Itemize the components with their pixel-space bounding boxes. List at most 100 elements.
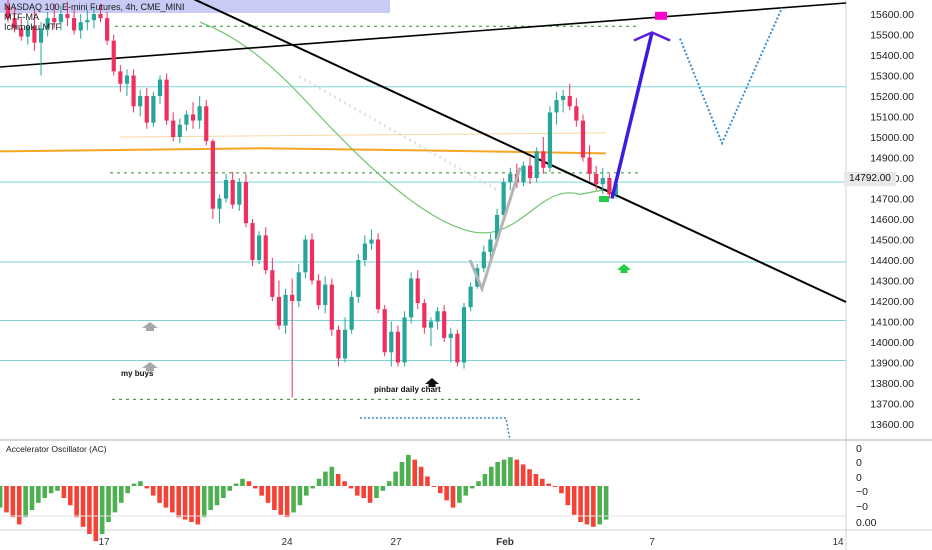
- oscillator-bar: [431, 486, 437, 487]
- oscillator-bar: [469, 486, 475, 489]
- oscillator-tick-label: −0: [856, 501, 868, 513]
- oscillator-bar: [48, 486, 54, 494]
- oscillator-bar: [540, 478, 545, 486]
- candle-body: [316, 280, 321, 306]
- price-axis: 13600.00 13700.00 13800.00 13900.00 14000.00…: [870, 9, 914, 431]
- candle-body: [435, 311, 440, 322]
- oscillator-bar: [119, 486, 124, 503]
- price-tick-label: 14600.00: [870, 214, 914, 226]
- candle-body: [356, 260, 361, 297]
- oscillator-bar: [272, 486, 277, 510]
- candle-body: [171, 120, 176, 137]
- oscillator-bar: [278, 486, 284, 515]
- candle-body: [12, 18, 17, 29]
- candle-body: [375, 239, 381, 310]
- oscillator-bar: [150, 486, 156, 496]
- candle-body: [131, 75, 136, 107]
- oscillator-bar: [246, 481, 252, 486]
- oscillator-bar: [571, 486, 577, 515]
- candle-body: [494, 214, 500, 240]
- oscillator-bar: [508, 457, 513, 486]
- oscillator-title[interactable]: Accelerator Oscillator (AC): [6, 444, 107, 454]
- candle-body: [184, 114, 189, 125]
- oscillator-bar: [450, 486, 456, 508]
- price-tick-label: 15400.00: [870, 50, 914, 62]
- oscillator-bar: [342, 481, 347, 486]
- candle-body: [230, 180, 235, 205]
- candle-body: [336, 329, 341, 359]
- oscillator-bar: [201, 486, 207, 518]
- oscillator-bar: [36, 486, 41, 503]
- oscillator-bar: [233, 483, 239, 486]
- dotted-blue-segment: [360, 417, 511, 441]
- oscillator-bar: [329, 466, 335, 486]
- legend-highlight: [0, 0, 390, 13]
- candle-body: [547, 112, 553, 168]
- candle-body: [607, 178, 612, 195]
- candle-body: [488, 239, 493, 252]
- oscillator-bar: [176, 486, 182, 518]
- oscillator-bar: [87, 486, 92, 534]
- legend-indicator-mtf-ma[interactable]: MTF-MA: [4, 12, 39, 22]
- candle-body: [409, 278, 414, 318]
- oscillator-bar: [559, 486, 564, 494]
- candle-body: [243, 182, 249, 224]
- candle-body: [415, 278, 420, 304]
- candle-body: [5, 5, 11, 19]
- legend-symbol[interactable]: NASDAQ 100 E-mini Futures, 4h, CME_MINI: [4, 2, 185, 12]
- oscillator-bar: [393, 471, 398, 486]
- oscillator-bar: [4, 486, 9, 513]
- time-tick-label: 17: [98, 537, 110, 548]
- candle-body: [164, 79, 169, 121]
- oscillator-bar: [252, 486, 258, 489]
- projection-peak-marker: [633, 31, 671, 42]
- candle-body: [303, 239, 308, 273]
- candle-body: [422, 303, 427, 328]
- price-tick-label: 14200.00: [870, 296, 914, 308]
- candle-body: [508, 173, 513, 183]
- legend-indicator-ichimoku[interactable]: Ichimoku MTF: [4, 22, 62, 32]
- candle-body: [144, 96, 149, 123]
- candle-body: [382, 309, 387, 353]
- oscillator-bar: [144, 486, 150, 489]
- oscillator-bar: [23, 486, 28, 518]
- oscillator-bar: [546, 483, 551, 486]
- last-price-tag: 14792.00: [844, 172, 896, 186]
- oscillator-bar: [227, 486, 233, 491]
- oscillator-bar: [310, 486, 315, 489]
- candle-body: [323, 284, 328, 306]
- candle-body: [197, 106, 202, 121]
- oscillator-bar: [112, 486, 118, 513]
- oscillator-bar: [578, 486, 583, 522]
- candle-body: [45, 18, 50, 29]
- price-tick-label: 13700.00: [870, 399, 914, 411]
- candle-body: [91, 14, 97, 21]
- oscillator-bar: [476, 481, 481, 486]
- oscillator-bar: [348, 486, 354, 489]
- oscillator-bar: [527, 469, 532, 486]
- candle-body: [210, 141, 215, 209]
- oscillator-bar: [361, 486, 366, 498]
- oscillator-bar: [591, 486, 596, 527]
- oscillator-bar: [386, 481, 392, 486]
- candle-body: [541, 151, 546, 168]
- oscillator-bar: [195, 486, 201, 525]
- orange-ma-line: [0, 147, 607, 155]
- time-tick-label: 27: [390, 537, 402, 548]
- oscillator-bar: [444, 486, 449, 501]
- candle-body: [369, 239, 374, 244]
- candle-body: [177, 124, 182, 137]
- candle-body: [52, 18, 57, 23]
- candle-body: [138, 96, 143, 107]
- candle-body: [428, 321, 434, 328]
- oscillator-bar: [297, 486, 303, 506]
- oscillator-bar: [520, 464, 526, 486]
- candle-body: [237, 182, 242, 205]
- oscillator-bar: [284, 486, 290, 518]
- oscillator-tick-label: 0: [856, 457, 862, 469]
- oscillator-bar: [131, 483, 137, 486]
- price-tick-label: 15600.00: [870, 9, 914, 21]
- oscillator-bar: [584, 486, 590, 525]
- grey-buy-arrow: [142, 362, 158, 371]
